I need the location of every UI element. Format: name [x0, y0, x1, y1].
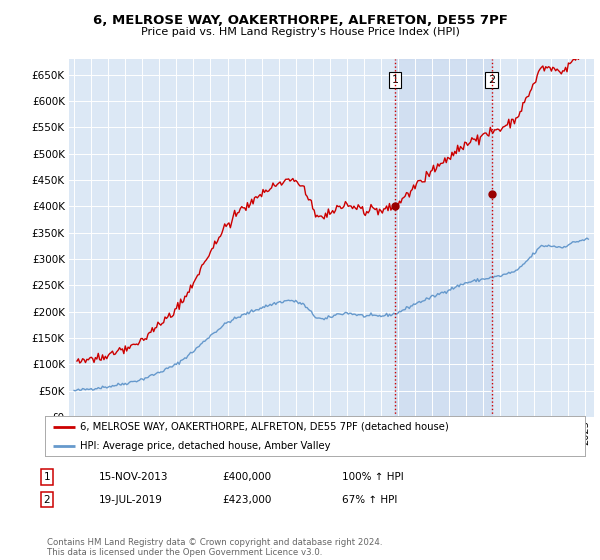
Text: 2: 2 — [488, 75, 495, 85]
Text: 19-JUL-2019: 19-JUL-2019 — [99, 494, 163, 505]
Text: 6, MELROSE WAY, OAKERTHORPE, ALFRETON, DE55 7PF (detached house): 6, MELROSE WAY, OAKERTHORPE, ALFRETON, D… — [80, 422, 449, 432]
Text: 6, MELROSE WAY, OAKERTHORPE, ALFRETON, DE55 7PF: 6, MELROSE WAY, OAKERTHORPE, ALFRETON, D… — [92, 14, 508, 27]
Text: £423,000: £423,000 — [222, 494, 271, 505]
Text: 1: 1 — [43, 472, 50, 482]
Text: 15-NOV-2013: 15-NOV-2013 — [99, 472, 169, 482]
Text: Price paid vs. HM Land Registry's House Price Index (HPI): Price paid vs. HM Land Registry's House … — [140, 27, 460, 37]
Text: 1: 1 — [392, 75, 398, 85]
Text: 100% ↑ HPI: 100% ↑ HPI — [342, 472, 404, 482]
Text: 2: 2 — [43, 494, 50, 505]
Text: HPI: Average price, detached house, Amber Valley: HPI: Average price, detached house, Ambe… — [80, 441, 331, 450]
Text: 67% ↑ HPI: 67% ↑ HPI — [342, 494, 397, 505]
Bar — [395, 59, 492, 417]
Text: Contains HM Land Registry data © Crown copyright and database right 2024.
This d: Contains HM Land Registry data © Crown c… — [47, 538, 382, 557]
Text: £400,000: £400,000 — [222, 472, 271, 482]
